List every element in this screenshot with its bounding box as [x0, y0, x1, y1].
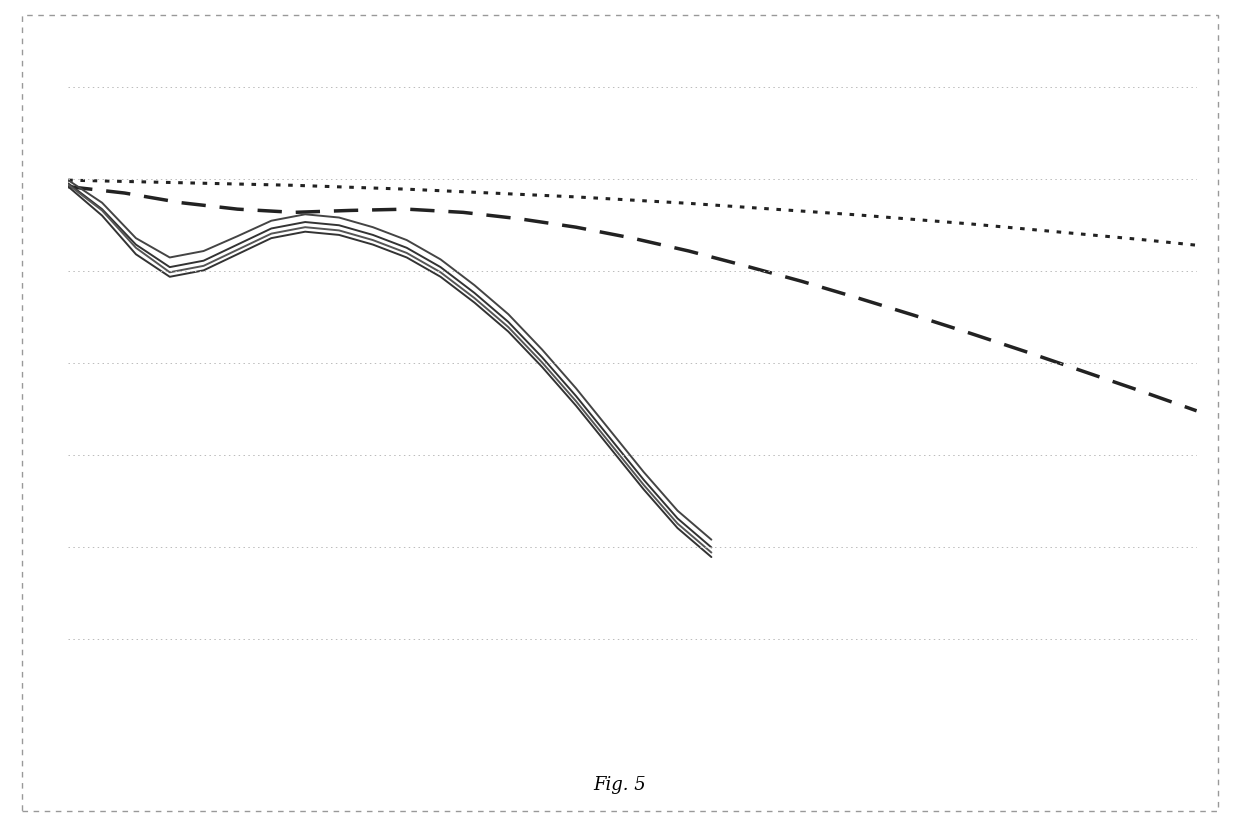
Text: Fig. 5: Fig. 5: [594, 776, 646, 794]
